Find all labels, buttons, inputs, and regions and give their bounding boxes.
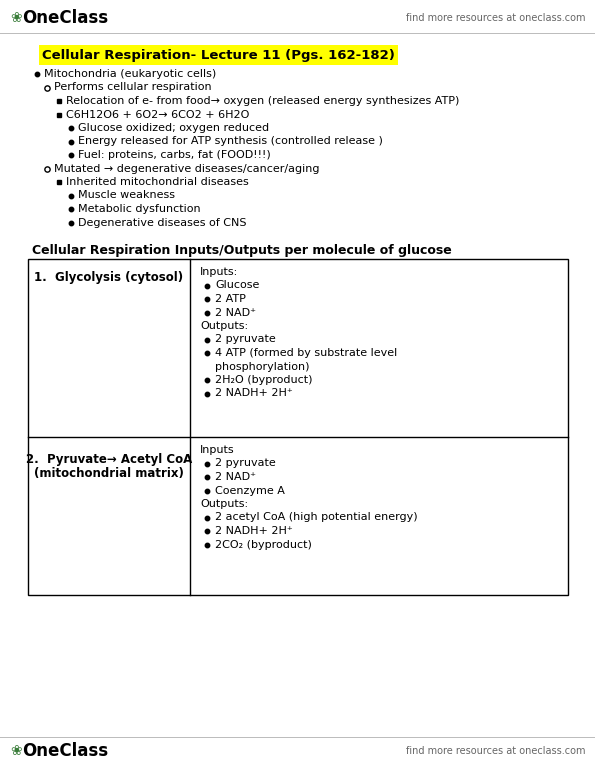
Text: Cellular Respiration Inputs/Outputs per molecule of glucose: Cellular Respiration Inputs/Outputs per …: [32, 244, 452, 257]
Text: 2 NAD⁺: 2 NAD⁺: [215, 472, 256, 482]
Text: find more resources at oneclass.com: find more resources at oneclass.com: [406, 746, 585, 756]
Text: Energy released for ATP synthesis (controlled release ): Energy released for ATP synthesis (contr…: [78, 136, 383, 146]
Text: Inputs:: Inputs:: [200, 267, 238, 277]
Text: Metabolic dysfunction: Metabolic dysfunction: [78, 204, 201, 214]
Text: Inputs: Inputs: [200, 445, 234, 455]
Text: 2CO₂ (byproduct): 2CO₂ (byproduct): [215, 540, 312, 550]
Text: 2 pyruvate: 2 pyruvate: [215, 334, 275, 344]
Text: ❀: ❀: [10, 744, 21, 758]
Text: 2H₂O (byproduct): 2H₂O (byproduct): [215, 375, 312, 385]
Text: OneClass: OneClass: [22, 9, 108, 27]
Text: Muscle weakness: Muscle weakness: [78, 190, 175, 200]
Text: OneClass: OneClass: [22, 742, 108, 760]
Text: Mutated → degenerative diseases/cancer/aging: Mutated → degenerative diseases/cancer/a…: [54, 163, 320, 173]
Text: Outputs:: Outputs:: [200, 499, 248, 509]
Text: Degenerative diseases of CNS: Degenerative diseases of CNS: [78, 217, 246, 227]
Text: Glucose oxidized; oxygen reduced: Glucose oxidized; oxygen reduced: [78, 123, 269, 133]
Text: 2 NAD⁺: 2 NAD⁺: [215, 307, 256, 317]
Text: 2 acetyl CoA (high potential energy): 2 acetyl CoA (high potential energy): [215, 513, 418, 523]
Text: 4 ATP (formed by substrate level: 4 ATP (formed by substrate level: [215, 348, 397, 358]
Text: Mitochondria (eukaryotic cells): Mitochondria (eukaryotic cells): [44, 69, 216, 79]
Text: Outputs:: Outputs:: [200, 321, 248, 331]
Text: 2 NADH+ 2H⁺: 2 NADH+ 2H⁺: [215, 389, 293, 399]
Bar: [28, 259, 568, 595]
Text: 2 pyruvate: 2 pyruvate: [215, 458, 275, 468]
Text: Relocation of e- from food→ oxygen (released energy synthesizes ATP): Relocation of e- from food→ oxygen (rele…: [66, 96, 459, 106]
Text: (mitochondrial matrix): (mitochondrial matrix): [34, 467, 184, 480]
Text: 2 ATP: 2 ATP: [215, 294, 246, 304]
Text: Performs cellular respiration: Performs cellular respiration: [54, 82, 212, 92]
Text: Glucose: Glucose: [215, 280, 259, 290]
Text: C6H12O6 + 6O2→ 6CO2 + 6H2O: C6H12O6 + 6O2→ 6CO2 + 6H2O: [66, 109, 249, 119]
Text: Cellular Respiration- Lecture 11 (Pgs. 162-182): Cellular Respiration- Lecture 11 (Pgs. 1…: [42, 49, 395, 62]
Text: Coenzyme A: Coenzyme A: [215, 486, 285, 496]
Text: Fuel: proteins, carbs, fat (FOOD!!!): Fuel: proteins, carbs, fat (FOOD!!!): [78, 150, 271, 160]
Text: 2.  Pyruvate→ Acetyl CoA: 2. Pyruvate→ Acetyl CoA: [26, 453, 192, 466]
Text: find more resources at oneclass.com: find more resources at oneclass.com: [406, 13, 585, 23]
Text: Inherited mitochondrial diseases: Inherited mitochondrial diseases: [66, 177, 249, 187]
Text: phosphorylation): phosphorylation): [215, 361, 309, 371]
Text: 2 NADH+ 2H⁺: 2 NADH+ 2H⁺: [215, 526, 293, 536]
Text: ❀: ❀: [10, 11, 21, 25]
Text: 1.  Glycolysis (cytosol): 1. Glycolysis (cytosol): [35, 270, 184, 283]
